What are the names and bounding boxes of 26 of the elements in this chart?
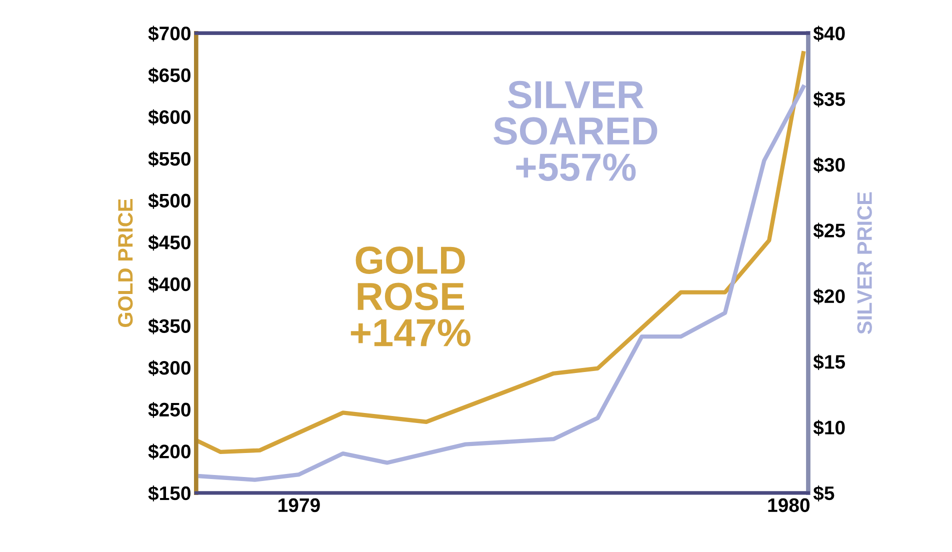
y-tick-label: $250 — [148, 402, 190, 418]
y2-tick-label: $5 — [813, 486, 834, 502]
y2-tick-label: $20 — [813, 288, 845, 304]
y2-tick-label: $35 — [813, 91, 846, 108]
y-tick-label: $450 — [148, 234, 190, 251]
y2-axis-title: SILVER PRICE — [857, 192, 872, 334]
y-axis-title: GOLD PRICE — [118, 199, 133, 327]
y-tick-label: $550 — [148, 151, 190, 168]
y2-tick-label: $40 — [813, 26, 845, 42]
y-tick-label: $150 — [148, 486, 190, 502]
y-tick-label: $400 — [148, 276, 190, 292]
y2-tick-label: $15 — [813, 354, 846, 370]
annotation: GOLD ROSE +147% — [350, 246, 470, 346]
y2-tick-label: $25 — [813, 222, 846, 239]
y-tick-label: $500 — [148, 192, 190, 209]
y2-tick-label: $10 — [813, 420, 845, 436]
y-tick-label: $600 — [148, 109, 190, 126]
y2-tick-label: $30 — [813, 157, 845, 173]
x-tick-label: 1979 — [278, 498, 320, 512]
y-tick-label: $350 — [148, 318, 190, 334]
y-tick-label: $200 — [148, 444, 190, 460]
y-tick-label: $300 — [148, 360, 190, 376]
y-tick-label: $700 — [148, 26, 190, 42]
x-tick-label: 1980 — [768, 498, 810, 512]
y-tick-label: $650 — [148, 68, 190, 84]
annotation: SILVER SOARED +557% — [494, 80, 658, 181]
